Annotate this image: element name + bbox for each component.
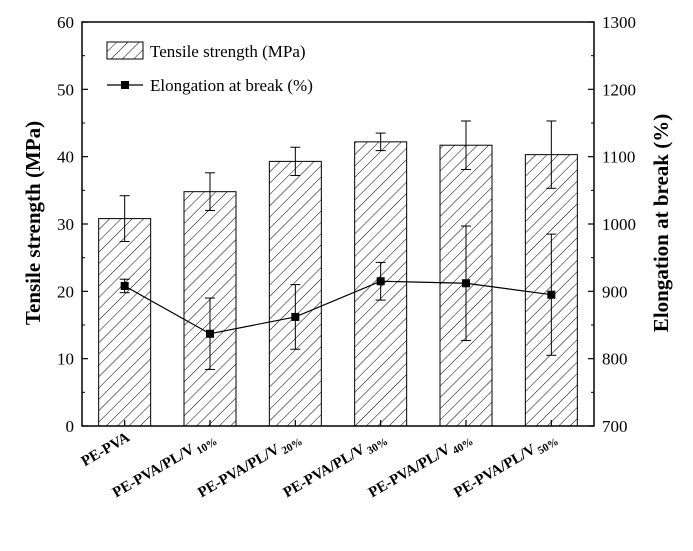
legend-bar-swatch [106,41,144,60]
y-axis-left-title: Tensile strength (MPa) [21,121,45,325]
y-right-tick-label-1100: 1100 [602,148,635,167]
point-elongation-5 [547,290,556,299]
y-left-tick-label-20: 20 [57,282,74,301]
y-left-tick-label-60: 60 [57,13,74,32]
legend-marker-swatch [121,81,129,89]
y-axis-right-title: Elongation at break (%) [649,114,673,332]
y-left-tick-label-10: 10 [57,350,74,369]
bar-tensile-0 [98,218,152,427]
y-right-tick-label-900: 900 [602,282,628,301]
point-elongation-2 [291,312,300,321]
legend-label-elongation: Elongation at break (%) [150,76,313,95]
legend: Tensile strength (MPa) Elongation at bre… [106,41,313,95]
y-left-tick-label-50: 50 [57,80,74,99]
y-right-tick-label-800: 800 [602,350,628,369]
y-right-tick-label-1200: 1200 [602,80,636,99]
y-left-tick-label-30: 30 [57,215,74,234]
point-elongation-4 [462,279,470,288]
y-right-tick-label-1000: 1000 [602,215,636,234]
y-right-tick-label-1300: 1300 [602,13,636,32]
line-elongation [124,280,552,335]
point-elongation-0 [120,281,129,290]
legend-label-tensile: Tensile strength (MPa) [150,42,306,61]
y-right-tick-label-700: 700 [602,417,628,436]
y-left-tick-label-0: 0 [66,417,75,436]
y-left-tick-label-40: 40 [57,148,74,167]
point-elongation-1 [206,329,214,338]
point-elongation-3 [376,277,385,286]
x-tick-label-0: PE-PVA [79,430,133,470]
